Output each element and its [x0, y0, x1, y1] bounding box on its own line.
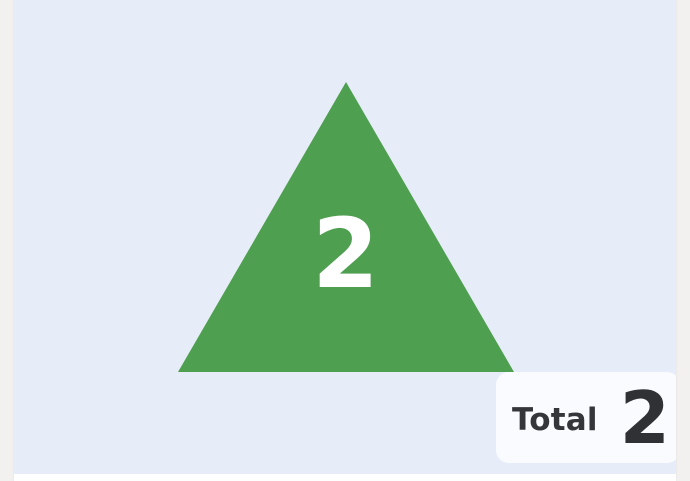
triangle-shape-fill	[178, 82, 514, 372]
right-side-shade	[676, 0, 690, 481]
total-summary-chip: Total 2	[496, 372, 676, 463]
total-value: 2	[619, 375, 670, 460]
left-side-shade	[0, 0, 14, 481]
card-bottom-edge	[14, 474, 676, 481]
shape-stage: 2 Total 2	[14, 0, 676, 474]
triangle-icon	[178, 82, 514, 372]
triangle-count-value: 2	[312, 198, 379, 310]
total-label: Total	[512, 402, 598, 438]
shape-card: 2 Total 2	[14, 0, 676, 481]
